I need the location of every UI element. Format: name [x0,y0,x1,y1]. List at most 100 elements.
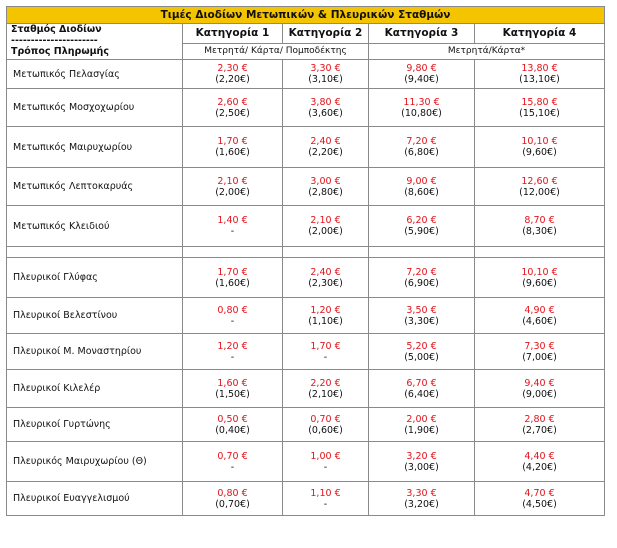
station-row: Πλευρικός Μαιρυχωρίου (Θ) 0,70 € -1,00 € -3… [6,441,605,482]
discounted-price: (3,30€) [404,315,439,327]
price-cell-category-2: 0,70 € (0,60€) [282,407,369,442]
station-name: Πλευρικός Μαιρυχωρίου (Θ) [6,441,183,482]
discounted-price: - [230,351,235,363]
cash-price: 1,20 € [217,340,248,352]
discounted-price: (4,60€) [522,315,557,327]
price-cell-category-1: 1,70 € (1,60€) [182,257,283,298]
price-cell-category-3: 5,20 € (5,00€) [368,333,475,370]
discounted-price: (8,60€) [404,186,439,198]
cash-price: 4,70 € [524,487,555,499]
discounted-price: (6,80€) [404,147,439,158]
price-cell-category-2: 1,10 € - [282,481,369,516]
cash-price: 2,30 € [217,63,248,74]
cash-price: 1,20 € [310,304,341,316]
cash-price: 2,10 € [310,215,341,226]
spacer-cell [474,246,605,258]
price-cell-category-2: 1,00 € - [282,441,369,482]
price-cell-category-2: 2,20 € (2,10€) [282,369,369,408]
cash-price: 11,30 € [403,96,440,108]
price-cell-category-4: 4,40 € (4,20€) [474,441,605,482]
discounted-price: (6,90€) [404,277,439,289]
cash-price: 10,10 € [521,266,558,278]
station-row: Πλευρικοί Γλύφας 1,70 € (1,60€) 2,40 € (2,30… [6,257,605,298]
price-cell-category-3: 7,20 € (6,80€) [368,126,475,168]
discounted-price: (13,10€) [519,74,560,85]
spacer-cell [368,246,475,258]
price-cell-category-3: 3,50 € (3,30€) [368,297,475,334]
station-row: Πλευρικοί Μ. Μοναστηρίου 1,20 € -1,70 € -5,… [6,333,605,370]
price-cell-category-4: 9,40 € (9,00€) [474,369,605,408]
category-1-header: Κατηγορία 1 [182,23,283,44]
discounted-price: (2,10€) [308,388,343,400]
category-header-row: Σταθμός Διοδίων ---------------------- Τ… [6,23,605,60]
discounted-price: (1,50€) [215,388,250,400]
price-cell-category-2: 3,30 € (3,10€) [282,59,369,89]
cash-price: 5,20 € [406,340,437,352]
discounted-price: (2,00€) [308,226,343,237]
discounted-price: (9,40€) [404,74,439,85]
category-2-header: Κατηγορία 2 [282,23,369,44]
station-label: Σταθμός Διοδίων [11,24,102,35]
discounted-price: (4,50€) [522,498,557,510]
discounted-price: - [323,498,328,510]
cash-price: 15,80 € [521,96,558,108]
station-name: Μετωπικός Λεπτοκαρυάς [6,167,183,206]
price-cell-category-4: 7,30 € (7,00€) [474,333,605,370]
header-divider-dashes: ---------------------- [11,35,98,46]
price-cell-category-3: 6,70 € (6,40€) [368,369,475,408]
price-cell-category-2: 2,10 € (2,00€) [282,205,369,247]
cash-price: 3,30 € [406,487,437,499]
cash-price: 2,40 € [310,136,341,147]
price-cell-category-4: 13,80 € (13,10€) [474,59,605,89]
cash-price: 1,70 € [217,136,248,147]
cash-price: 0,50 € [217,413,248,425]
discounted-price: (5,90€) [404,226,439,237]
price-cell-category-3: 7,20 € (6,90€) [368,257,475,298]
price-cell-category-4: 10,10 € (9,60€) [474,257,605,298]
station-row: Μετωπικός Λεπτοκαρυάς 2,10 € (2,00€) 3,00 €… [6,167,605,206]
cash-price: 1,40 € [217,215,248,226]
station-row: Πλευρικοί Βελεστίνου 0,80 € -1,20 € (1,10€)… [6,297,605,334]
discounted-price: (6,40€) [404,388,439,400]
payment-label: Τρόπος Πληρωμής [11,46,109,57]
spacer-cell [182,246,283,258]
discounted-price: (1,10€) [308,315,343,327]
cash-price: 0,70 € [310,413,341,425]
price-cell-category-1: 1,40 € - [182,205,283,247]
cash-price: 4,40 € [524,450,555,462]
cash-price: 0,80 € [217,487,248,499]
station-name: Μετωπικός Κλειδιού [6,205,183,247]
price-cell-category-2: 2,40 € (2,20€) [282,126,369,168]
discounted-price: (2,50€) [215,107,250,119]
cash-price: 1,10 € [310,487,341,499]
cash-price: 1,70 € [217,266,248,278]
station-name: Πλευρικοί Γλύφας [6,257,183,298]
price-cell-category-1: 2,10 € (2,00€) [182,167,283,206]
price-cell-category-1: 2,60 € (2,50€) [182,88,283,127]
discounted-price: (9,60€) [522,277,557,289]
station-name: Μετωπικός Πελασγίας [6,59,183,89]
discounted-price: (12,00€) [519,186,560,198]
cash-price: 9,00 € [406,175,437,187]
cash-price: 2,80 € [524,413,555,425]
cash-price: 4,90 € [524,304,555,316]
price-cell-category-3: 6,20 € (5,90€) [368,205,475,247]
cash-price: 10,10 € [521,136,558,147]
table-title: Τιμές Διοδίων Μετωπικών & Πλευρικών Σταθ… [6,6,605,24]
station-row: Μετωπικός Πελασγίας 2,30 € (2,20€) 3,30 € (3… [6,59,605,89]
cash-price: 0,70 € [217,450,248,462]
price-cell-category-3: 9,00 € (8,60€) [368,167,475,206]
discounted-price: (7,00€) [522,351,557,363]
station-name: Πλευρικοί Κιλελέρ [6,369,183,408]
cash-price: 3,30 € [310,63,341,74]
cash-price: 2,40 € [310,266,341,278]
price-cell-category-4: 12,60 € (12,00€) [474,167,605,206]
price-cell-category-1: 0,70 € - [182,441,283,482]
spacer-cell [6,246,183,258]
discounted-price: (4,20€) [522,461,557,473]
price-cell-category-2: 1,70 € - [282,333,369,370]
price-cell-category-3: 9,80 € (9,40€) [368,59,475,89]
station-payment-header: Σταθμός Διοδίων ---------------------- Τ… [6,23,183,60]
cash-price: 3,50 € [406,304,437,316]
cash-price: 3,80 € [310,96,341,108]
